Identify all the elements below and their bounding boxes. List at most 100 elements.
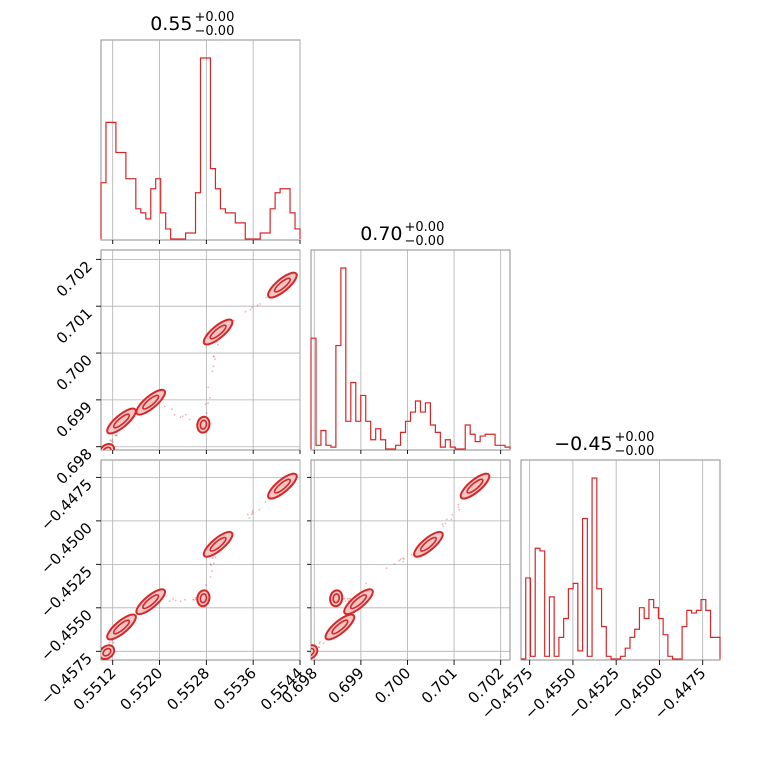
- scatter-point: [173, 414, 176, 416]
- contour-inner: [209, 536, 227, 552]
- scatter-point: [410, 553, 413, 556]
- scatter-point: [233, 319, 235, 322]
- param-title-value: 0.55: [150, 13, 192, 35]
- scatter-point: [402, 560, 405, 563]
- scatter-point: [457, 506, 460, 508]
- contour-inner: [142, 394, 160, 410]
- scatter-point: [445, 518, 448, 521]
- contour-inner: [209, 324, 227, 340]
- x-tick-label: 0.5536: [210, 664, 260, 714]
- contour-inner: [349, 594, 368, 610]
- hist-panel-3: −0.45 +0.00−0.00: [520, 430, 721, 661]
- scatter-point: [209, 576, 212, 578]
- scatter-point: [213, 355, 215, 358]
- hist-frame: [520, 459, 721, 661]
- scatter-point: [212, 555, 215, 558]
- scatter-point: [343, 597, 346, 600]
- scatter-point: [214, 556, 217, 559]
- scatter-point: [348, 597, 351, 600]
- scatter-point: [251, 510, 254, 512]
- contour-inner: [466, 478, 484, 494]
- scatter-point: [264, 500, 267, 503]
- x-tick-label: 0.5528: [163, 664, 213, 714]
- x-tick-label: 0.700: [371, 664, 414, 707]
- scatter-point: [112, 641, 115, 644]
- scatter-point: [249, 308, 252, 311]
- scatter-point: [171, 408, 173, 410]
- scatter-point: [188, 418, 191, 421]
- scatter-point: [365, 582, 367, 585]
- scatter-point: [393, 563, 396, 565]
- contour-outer: [196, 415, 211, 434]
- x-tick-label: 0.5520: [117, 664, 167, 714]
- scatter-point: [322, 642, 325, 645]
- contour-inner: [331, 619, 349, 635]
- scatter-point: [256, 304, 259, 307]
- scatter-point: [319, 641, 321, 643]
- y-tick-label: 0.702: [53, 257, 96, 300]
- scatter-point: [111, 441, 114, 443]
- scatter-point: [214, 358, 217, 360]
- scatter-point: [205, 412, 208, 414]
- scatter-point: [444, 522, 447, 525]
- scatter-point: [181, 415, 184, 418]
- scatter-point: [192, 598, 195, 601]
- scatter-point: [193, 599, 195, 601]
- y-tick-label: 0.701: [53, 304, 96, 347]
- scatter-point: [247, 513, 249, 516]
- contour-inner: [273, 478, 292, 494]
- param-title-3: −0.45 +0.00−0.00: [554, 430, 654, 459]
- scatter-point: [115, 434, 117, 437]
- scatter-point: [318, 642, 321, 645]
- x-tick-label: 0.701: [418, 664, 461, 707]
- scatter-point: [402, 557, 404, 560]
- scatter-point: [211, 570, 213, 572]
- panel-2d-1-2: [100, 249, 301, 451]
- scatter-point: [265, 296, 268, 299]
- contour-inner: [199, 593, 208, 604]
- scatter-point: [116, 434, 118, 437]
- contour-inner: [199, 419, 208, 430]
- scatter-point: [451, 513, 453, 516]
- contour-inner: [142, 594, 160, 610]
- scatter-point: [212, 365, 215, 368]
- hist-panel-2: 0.70 +0.00−0.00: [310, 220, 511, 451]
- scatter-point: [457, 503, 460, 506]
- scatter-point: [108, 641, 111, 644]
- scatter-point: [185, 413, 187, 416]
- contour-outer: [329, 589, 344, 608]
- scatter-point: [211, 557, 214, 559]
- scatter-point: [251, 511, 254, 514]
- scatter-point: [110, 440, 113, 442]
- contour-inner: [273, 277, 292, 293]
- param-title-1: 0.55 +0.00−0.00: [150, 10, 234, 39]
- scatter-point: [174, 599, 177, 602]
- panel-2d-1-3: [100, 459, 301, 661]
- scatter-point: [346, 598, 349, 600]
- scatter-point: [163, 405, 166, 408]
- scatter-point: [248, 517, 251, 519]
- contour-inner: [112, 413, 131, 429]
- scatter-point: [442, 525, 445, 528]
- scatter-point: [205, 584, 207, 587]
- scatter-point: [244, 310, 247, 313]
- density-contours: [101, 472, 298, 660]
- histogram-line: [310, 267, 511, 450]
- scatter-point: [250, 513, 253, 515]
- scatter-point: [179, 600, 182, 603]
- panel-frame: [100, 459, 301, 661]
- scatter-point: [209, 563, 212, 566]
- param-title-value: −0.45: [554, 433, 612, 455]
- param-title-upper-error: +0.00: [405, 220, 445, 235]
- scatter-point: [109, 439, 112, 442]
- scatter-point: [344, 600, 347, 602]
- scatter-point: [398, 559, 401, 562]
- param-title-lower-error: −0.00: [195, 24, 235, 39]
- contour-inner: [311, 647, 315, 657]
- scatter-point: [458, 508, 460, 511]
- scatter-point: [318, 646, 320, 649]
- scatter-point: [207, 402, 209, 405]
- scatter-point: [210, 564, 213, 567]
- scatter-point: [212, 355, 215, 358]
